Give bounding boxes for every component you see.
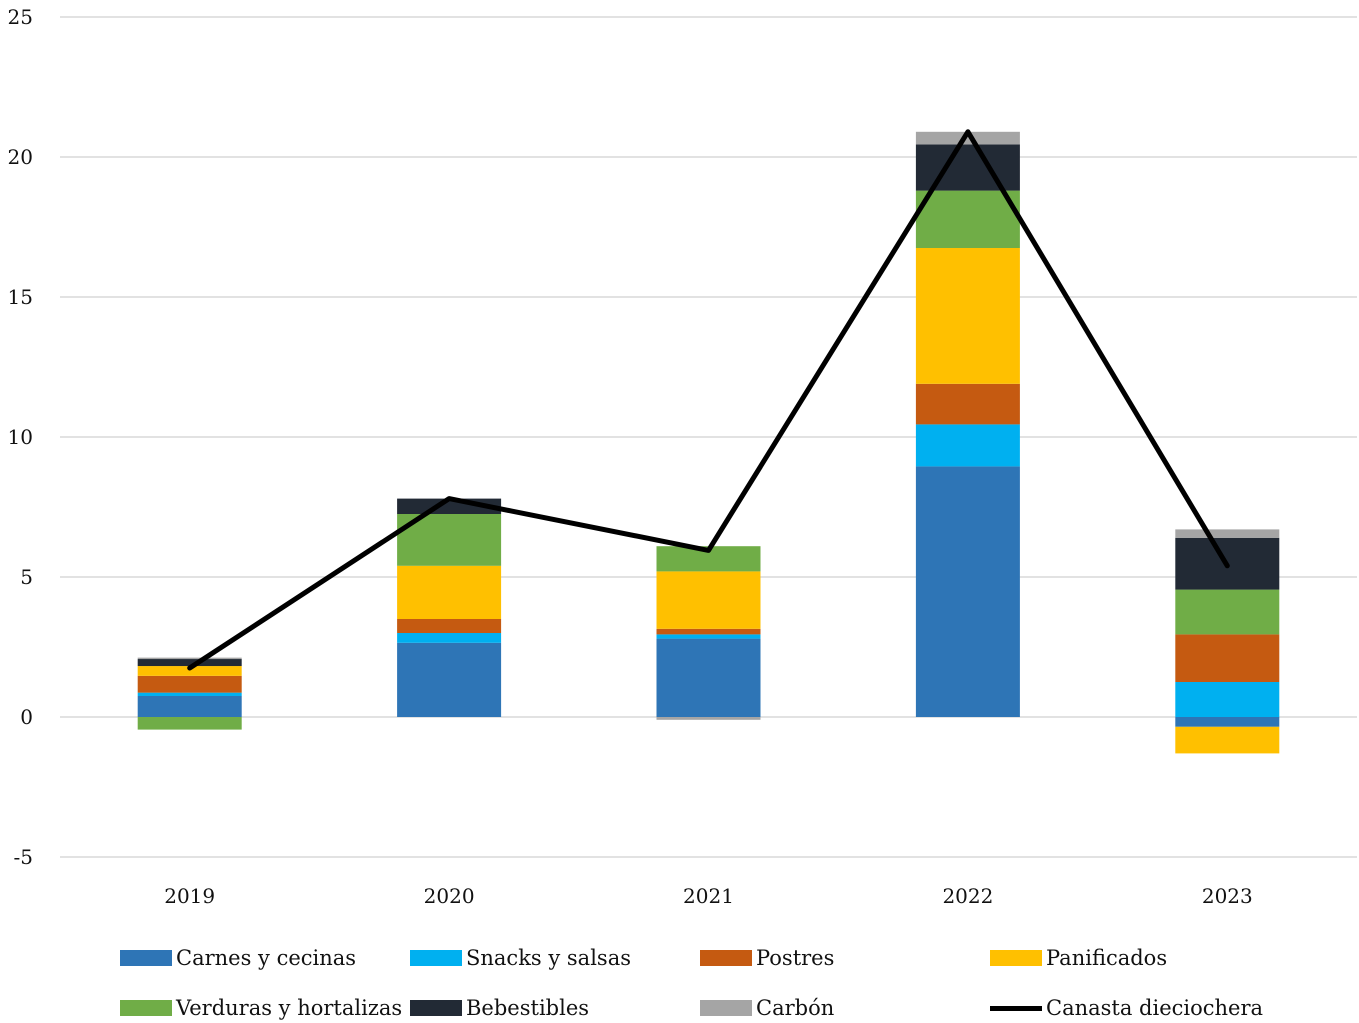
bar-segment-snacks-y-salsas [656,634,761,639]
x-tick-label: 2021 [683,884,734,908]
bar-segment-carb-n [915,131,1020,145]
legend-item-canasta: Canasta dieciochera [990,993,1263,1023]
legend-item-carbon: Carbón [700,993,834,1023]
bar-segment-panificados [137,666,242,676]
legend-item-snacks: Snacks y salsas [410,943,631,973]
legend-label-snacks: Snacks y salsas [466,946,631,970]
y-tick-label: -5 [14,845,33,869]
bar-segment-snacks-y-salsas [1175,682,1280,717]
x-tick-label: 2023 [1202,884,1253,908]
bar-segment-panificados [397,565,502,619]
bar-segment-postres [137,675,242,693]
bar-segment-carnes-y-cecinas [915,466,1020,717]
legend-label-postres: Postres [756,946,835,970]
legend-label-bebestibles: Bebestibles [466,996,590,1020]
bar-segment-carnes-y-cecinas [1175,717,1280,727]
bar-segment-verduras-y-hortalizas [1175,589,1280,635]
legend-item-panificados: Panificados [990,943,1167,973]
bar-segment-verduras-y-hortalizas [915,190,1020,248]
bar-segment-carb-n [1175,529,1280,538]
legend: Carnes y cecinas Snacks y salsas Postres… [120,940,1350,1020]
bar-segment-snacks-y-salsas [137,692,242,696]
legend-swatch-panificados [990,950,1042,966]
bar-segment-postres [1175,634,1280,682]
legend-item-postres: Postres [700,943,834,973]
bar-segment-bebestibles [915,144,1020,191]
bar-segment-carb-n [137,657,242,660]
y-tick-label: 25 [8,5,33,29]
bar-segment-carb-n [656,717,761,720]
bar-segment-carnes-y-cecinas [137,696,242,717]
legend-item-carnes: Carnes y cecinas [120,943,356,973]
y-tick-label: 20 [8,145,33,169]
legend-label-carbon: Carbón [756,996,835,1020]
legend-swatch-bebestibles [410,1000,462,1016]
y-tick-label: 10 [8,425,33,449]
legend-item-bebestibles: Bebestibles [410,993,589,1023]
chart-plot: -5 0 5 10 15 20 25 2019 2020 2021 2022 2023 [8,5,1357,908]
bar-segment-panificados [656,571,761,629]
bar-segment-snacks-y-salsas [915,424,1020,467]
legend-swatch-canasta [990,1005,1042,1011]
bar-segment-bebestibles [137,659,242,667]
bar-segment-postres [397,619,502,633]
y-tick-label: 5 [20,565,33,589]
x-tick-label: 2019 [164,884,215,908]
bar-segment-carnes-y-cecinas [397,642,502,717]
legend-swatch-snacks [410,950,462,966]
bar-segment-verduras-y-hortalizas [137,717,242,730]
bar-segment-snacks-y-salsas [397,633,502,643]
legend-label-carnes: Carnes y cecinas [176,946,357,970]
y-tick-label: 0 [20,705,33,729]
y-tick-label: 15 [8,285,33,309]
legend-swatch-verduras [120,1000,172,1016]
legend-swatch-postres [700,950,752,966]
bar-segment-postres [915,383,1020,425]
legend-item-verduras: Verduras y hortalizas [120,993,402,1023]
legend-label-panificados: Panificados [1046,946,1168,970]
legend-label-canasta: Canasta dieciochera [1046,996,1264,1020]
legend-label-verduras: Verduras y hortalizas [176,996,403,1020]
bar-segment-carnes-y-cecinas [656,638,761,717]
legend-swatch-carbon [700,1000,752,1016]
bar-segment-postres [656,628,761,635]
x-tick-label: 2020 [424,884,475,908]
series-line-canasta [187,129,1230,671]
x-tick-label: 2022 [942,884,993,908]
legend-swatch-carnes [120,950,172,966]
bar-segment-panificados [1175,726,1280,754]
bar-segment-panificados [915,248,1020,384]
